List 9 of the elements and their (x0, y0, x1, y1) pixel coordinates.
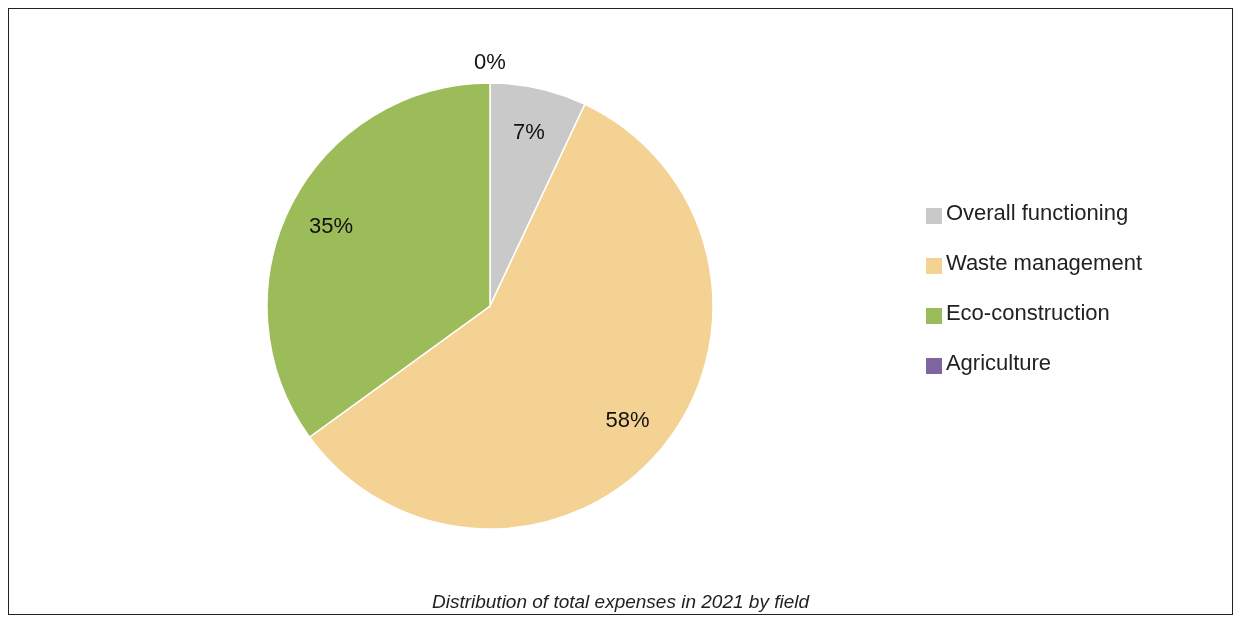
legend-label: Eco-construction (945, 300, 1110, 325)
legend-label: Overall functioning (945, 200, 1129, 225)
data-label: 35% (309, 212, 354, 238)
data-label: 7% (513, 119, 545, 145)
data-label: 58% (605, 407, 650, 433)
legend-label: Agriculture (945, 350, 1052, 375)
text: Distribution of total expenses in 2021 by field (430, 591, 811, 613)
text: 0% (474, 48, 506, 74)
legend-label: Waste management (945, 250, 1142, 275)
